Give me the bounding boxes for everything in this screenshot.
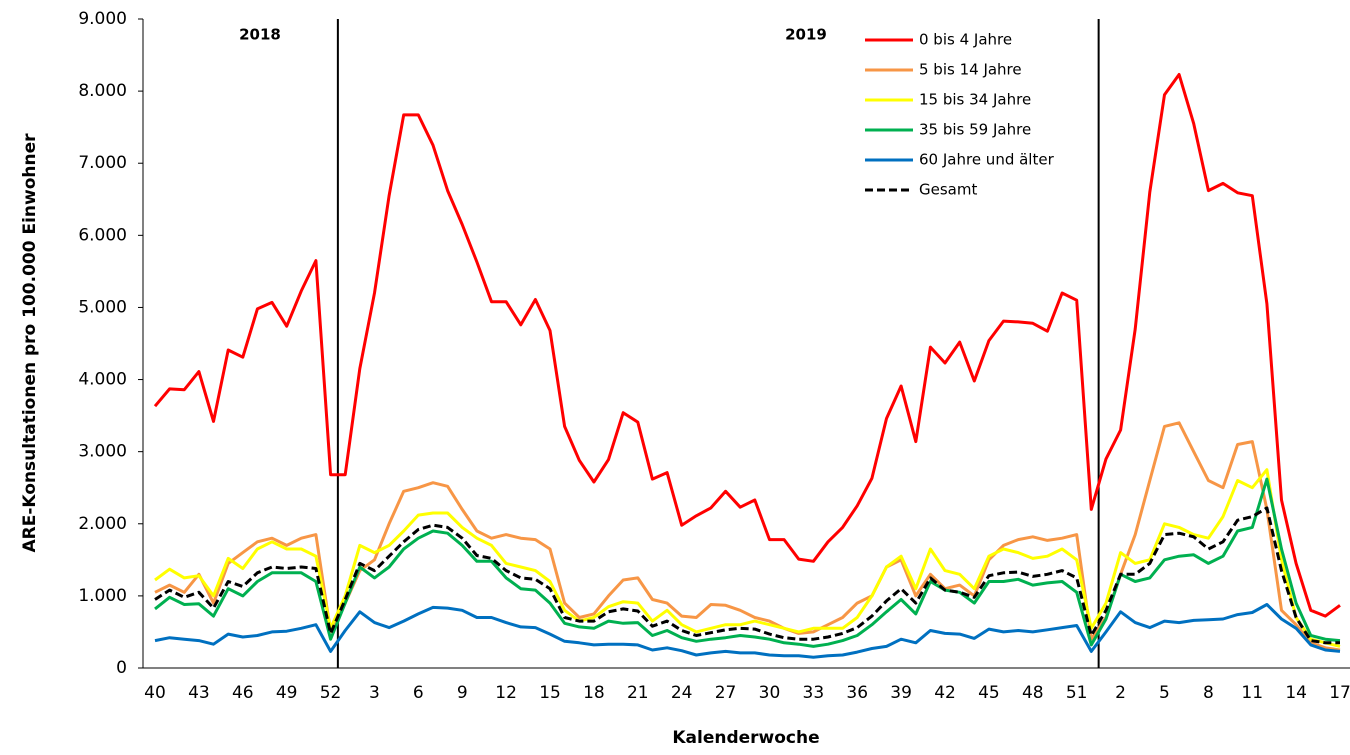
x-tick-label: 11 — [1241, 683, 1263, 703]
y-tick-label: 7.000 — [78, 153, 127, 173]
x-tick-label: 24 — [671, 683, 693, 703]
series-line — [154, 506, 1340, 645]
series-line — [154, 468, 1341, 648]
year-label: 2018 — [239, 26, 281, 44]
x-axis-label: Kalenderwoche — [672, 728, 819, 748]
x-tick-label: 9 — [457, 683, 468, 703]
x-tick-label: 6 — [413, 683, 424, 703]
y-tick-label: 3.000 — [78, 442, 127, 462]
x-tick-label: 5 — [1159, 683, 1170, 703]
x-tick-label: 17 — [1329, 683, 1350, 703]
y-tick-label: 1.000 — [78, 586, 127, 606]
y-axis-label: ARE-Konsultationen pro 100.000 Einwohner — [20, 133, 40, 553]
legend-label: 0 bis 4 Jahre — [919, 31, 1012, 49]
y-tick-label: 8.000 — [78, 81, 127, 101]
y-tick-label: 5.000 — [78, 297, 127, 317]
legend-label: 5 bis 14 Jahre — [919, 61, 1022, 79]
x-tick-label: 40 — [144, 683, 166, 703]
legend-label: 60 Jahre und älter — [919, 151, 1055, 169]
x-tick-label: 3 — [369, 683, 380, 703]
legend-label: Gesamt — [919, 181, 977, 199]
legend-label: 35 bis 59 Jahre — [919, 121, 1031, 139]
x-tick-label: 27 — [715, 683, 737, 703]
x-tick-label: 21 — [627, 683, 649, 703]
x-tick-label: 46 — [232, 683, 254, 703]
x-tick-label: 45 — [978, 683, 1000, 703]
x-tick-label: 12 — [495, 683, 517, 703]
legend-label: 15 bis 34 Jahre — [919, 91, 1031, 109]
y-tick-label: 2.000 — [78, 514, 127, 534]
x-tick-label: 39 — [890, 683, 912, 703]
year-label: 2019 — [785, 26, 827, 44]
x-tick-label: 52 — [320, 683, 342, 703]
y-tick-label: 0 — [116, 658, 127, 678]
series-line — [154, 603, 1341, 659]
x-tick-label: 43 — [188, 683, 210, 703]
x-tick-label: 36 — [846, 683, 868, 703]
x-tick-label: 2 — [1115, 683, 1126, 703]
x-tick-label: 48 — [1022, 683, 1044, 703]
x-tick-label: 14 — [1285, 683, 1307, 703]
y-tick-label: 4.000 — [78, 370, 127, 390]
x-tick-label: 8 — [1203, 683, 1214, 703]
x-tick-label: 30 — [759, 683, 781, 703]
x-tick-label: 42 — [934, 683, 956, 703]
x-tick-label: 18 — [583, 683, 605, 703]
x-tick-label: 33 — [803, 683, 825, 703]
y-tick-label: 9.000 — [78, 9, 127, 29]
series-line — [153, 73, 1341, 618]
x-tick-label: 49 — [276, 683, 298, 703]
y-tick-label: 6.000 — [78, 225, 127, 245]
series-line — [154, 421, 1341, 652]
x-tick-label: 51 — [1066, 683, 1088, 703]
x-tick-label: 15 — [539, 683, 561, 703]
